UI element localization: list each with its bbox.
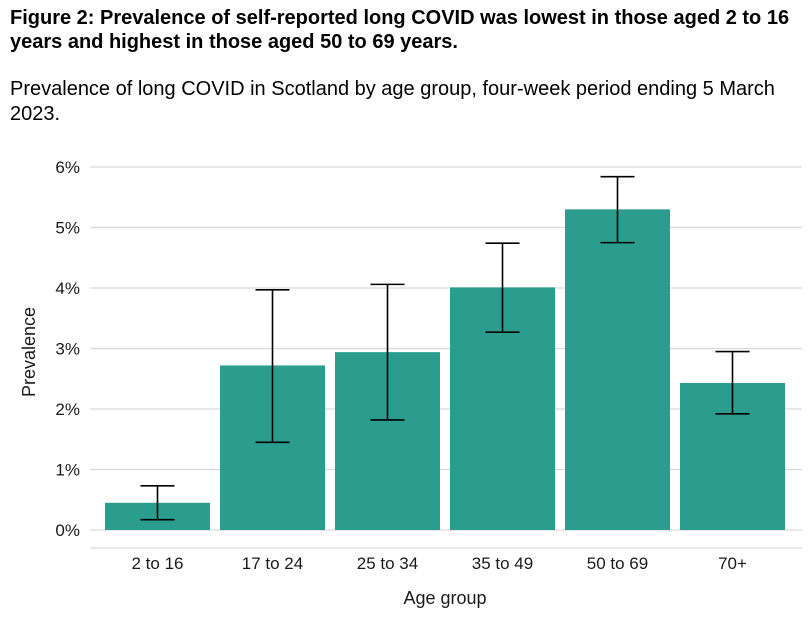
y-tick-label: 5% <box>55 219 80 238</box>
x-tick-label: 35 to 49 <box>472 554 533 573</box>
chart-title: Figure 2: Prevalence of self-reported lo… <box>10 7 790 53</box>
x-tick-label: 17 to 24 <box>242 554 303 573</box>
error-bar <box>140 485 175 521</box>
x-axis-label: Age group <box>403 588 486 608</box>
y-tick-label: 6% <box>55 158 80 177</box>
bars <box>105 209 785 530</box>
y-tick-labels: 0% 1% 2% 3% 4% 5% 6% <box>55 158 80 540</box>
x-tick-labels: 2 to 16 17 to 24 25 to 34 35 to 49 50 to 69 7… <box>132 554 747 573</box>
error-bar <box>255 289 290 444</box>
error-bar <box>485 242 520 333</box>
x-tick-label: 25 to 34 <box>357 554 418 573</box>
x-tick-label: 50 to 69 <box>587 554 648 573</box>
bar <box>565 209 670 530</box>
error-bars <box>140 175 750 521</box>
y-tick-label: 0% <box>55 521 80 540</box>
error-bar <box>715 350 750 415</box>
y-tick-label: 3% <box>55 340 80 359</box>
chart-subtitle: Prevalence of long COVID in Scotland by … <box>10 78 775 125</box>
y-axis-label: Prevalence <box>19 307 39 397</box>
y-tick-label: 4% <box>55 279 80 298</box>
x-tick-label: 70+ <box>718 554 747 573</box>
x-tick-label: 2 to 16 <box>132 554 184 573</box>
error-bar <box>600 175 635 244</box>
error-bar <box>370 283 405 421</box>
y-tick-label: 2% <box>55 400 80 419</box>
y-tick-label: 1% <box>55 461 80 480</box>
